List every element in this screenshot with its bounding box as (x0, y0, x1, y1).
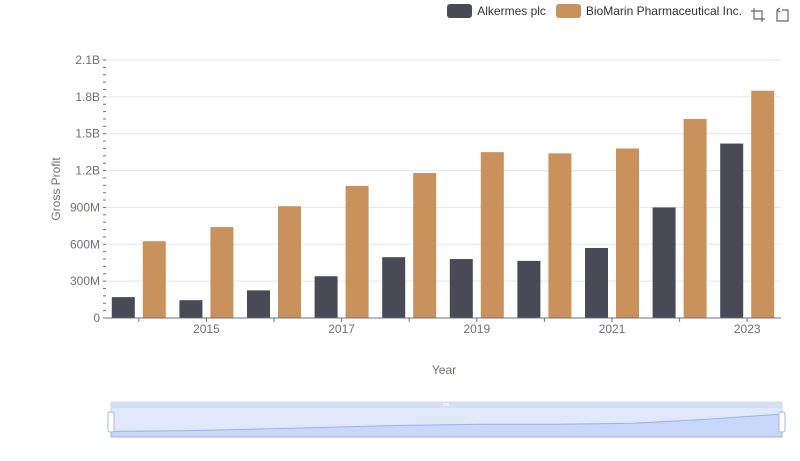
y-axis: 0 300M 600M 900M 1.2B 1.5B 1.8B 2.1B (70, 53, 106, 325)
bar-alkermes-2018[interactable] (382, 257, 406, 318)
bar-alkermes-2014[interactable] (111, 297, 135, 318)
y-tick-label: 0 (93, 311, 100, 325)
bar-alkermes-2021[interactable] (585, 247, 608, 318)
zoom-selected-range[interactable] (111, 408, 782, 437)
bar-biomarin-2019[interactable] (480, 152, 504, 318)
bar-biomarin-2015[interactable] (210, 227, 234, 318)
y-tick-label: 1.8B (75, 90, 100, 104)
bar-biomarin-2023[interactable] (751, 90, 775, 318)
y-axis-title: Gross Profit (49, 157, 63, 221)
y-tick-label: 1.2B (75, 164, 100, 178)
bar-biomarin-2017[interactable] (345, 185, 369, 318)
legend: Alkermes plc BioMarin Pharmaceutical Inc… (447, 4, 742, 18)
y-tick-label: 1.5B (75, 127, 100, 141)
toolbox (750, 7, 790, 23)
bar-alkermes-2016[interactable] (247, 290, 270, 318)
legend-label: Alkermes plc (477, 4, 546, 18)
zoom-handle-right[interactable] (778, 411, 786, 433)
bar-biomarin-2018[interactable] (413, 173, 437, 318)
grid-lines (105, 59, 781, 282)
data-zoom-icon[interactable] (750, 7, 766, 23)
legend-swatch (555, 4, 581, 18)
x-axis: 2015 2017 2019 2021 2023 (105, 317, 781, 336)
zoom-grip-icon[interactable] (443, 403, 449, 406)
x-axis-title: Year (432, 363, 456, 377)
zoom-handle-left[interactable] (107, 411, 115, 433)
bar-alkermes-2020[interactable] (517, 260, 541, 318)
bar-biomarin-2021[interactable] (616, 148, 639, 318)
bar-alkermes-2023[interactable] (720, 143, 744, 318)
bar-alkermes-2017[interactable] (314, 276, 338, 318)
bars (111, 90, 775, 318)
y-tick-label: 900M (70, 200, 100, 214)
bar-biomarin-2020[interactable] (548, 153, 572, 318)
data-zoom-slider[interactable] (107, 401, 786, 438)
bar-biomarin-2016[interactable] (278, 206, 301, 318)
x-tick-label: 2019 (463, 322, 490, 336)
legend-label: BioMarin Pharmaceutical Inc. (585, 4, 742, 18)
y-tick-label: 2.1B (75, 53, 100, 67)
x-tick-label: 2023 (734, 322, 761, 336)
legend-item-alkermes[interactable]: Alkermes plc (447, 4, 546, 18)
x-tick-label: 2017 (328, 322, 355, 336)
bar-biomarin-2014[interactable] (142, 241, 166, 318)
bar-alkermes-2022[interactable] (652, 207, 676, 318)
y-tick-label: 600M (70, 237, 100, 251)
bar-alkermes-2015[interactable] (179, 300, 203, 318)
bar-biomarin-2022[interactable] (683, 118, 707, 318)
y-tick-label: 300M (70, 274, 100, 288)
legend-item-biomarin[interactable]: BioMarin Pharmaceutical Inc. (555, 4, 742, 18)
legend-swatch (447, 4, 473, 18)
x-tick-label: 2021 (599, 322, 626, 336)
x-tick-label: 2015 (193, 322, 220, 336)
restore-icon[interactable] (774, 7, 790, 23)
bar-alkermes-2019[interactable] (449, 259, 473, 318)
